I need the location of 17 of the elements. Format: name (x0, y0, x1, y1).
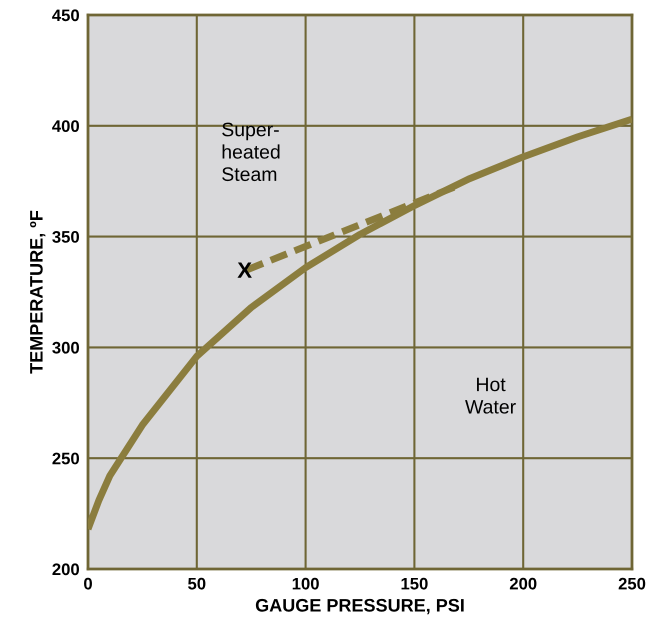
annotation: Super- heated Steam (222, 122, 280, 182)
x-tick-label: 50 (188, 578, 206, 590)
x-tick-label: 200 (510, 578, 536, 590)
annotation: X (237, 262, 252, 278)
y-tick-label: 350 (52, 231, 79, 243)
x-tick-label: 0 (84, 578, 92, 590)
x-tick-label: 100 (292, 578, 319, 590)
y-tick-label: 200 (52, 563, 79, 576)
x-axis-title: GAUGE PRESSURE, PSI (256, 598, 464, 614)
y-tick-label: 450 (52, 9, 79, 22)
y-tick-label: 400 (52, 120, 79, 132)
y-tick-label: 250 (52, 452, 79, 464)
y-axis-title: TEMPERATURE, ºF (30, 210, 46, 374)
annotation: Hot Water (465, 378, 516, 414)
x-tick-label: 250 (618, 578, 646, 590)
x-tick-label: 150 (402, 578, 428, 590)
y-tick-label: 300 (52, 342, 79, 354)
